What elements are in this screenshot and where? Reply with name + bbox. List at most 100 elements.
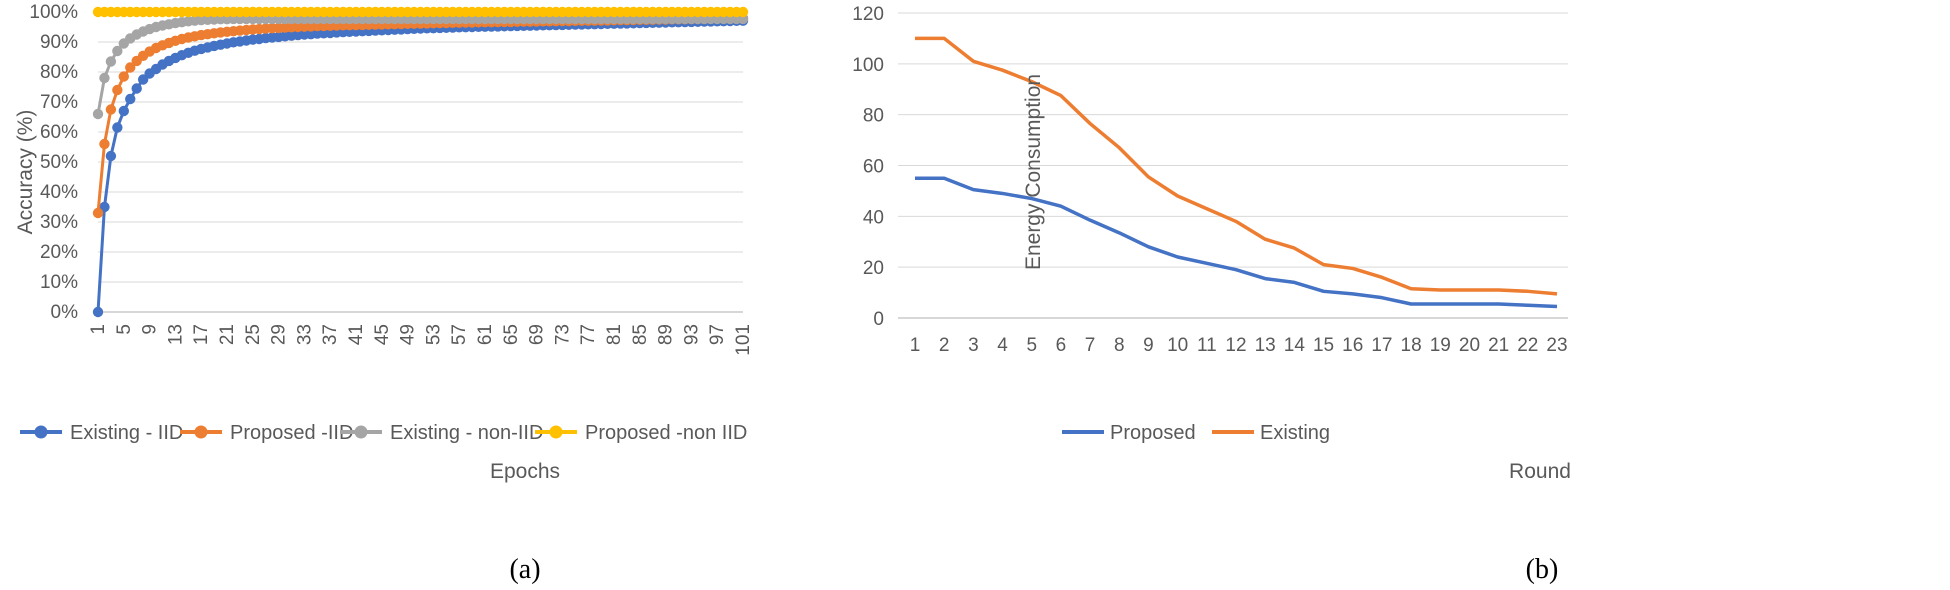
chart-b-x-tick-label: 18: [1401, 335, 1422, 356]
chart-b-x-axis-title: Round: [1509, 460, 1571, 483]
chart-b-x-tick-label: 23: [1546, 335, 1567, 356]
chart-a-y-tick-label: 100%: [29, 2, 78, 23]
chart-a-point-proposed-iid: [112, 84, 123, 96]
chart-a-x-tick-label: 45: [372, 324, 393, 345]
chart-a-y-tick-label: 50%: [40, 152, 78, 173]
chart-a-legend-label: Proposed -IID: [230, 422, 353, 444]
chart-b-x-tick-label: 17: [1371, 335, 1392, 356]
chart-a-point-proposed-iid: [99, 138, 110, 150]
chart-a-x-tick-label: 1: [88, 324, 109, 335]
chart-a-x-tick-label: 89: [656, 324, 677, 345]
chart-b-x-tick-label: 4: [997, 335, 1008, 356]
chart-b-y-tick-label: 80: [863, 106, 884, 127]
chart-b-y-ticks: 0 20 40 60 80 100 120: [852, 4, 884, 330]
chart-a-legend-label: Existing - IID: [70, 422, 183, 444]
chart-b-x-tick-label: 13: [1255, 335, 1276, 356]
chart-a-point-existing-non-iid: [105, 56, 117, 67]
chart-a-y-ticks: 0% 10% 20% 30% 40% 50% 60% 70% 80% 90% 100%: [29, 2, 78, 323]
chart-a-x-tick-label: 53: [423, 324, 444, 345]
chart-a-y-tick-label: 70%: [40, 92, 78, 113]
chart-a-point-existing-non-iid: [112, 45, 123, 57]
chart-b-x-tick-label: 7: [1085, 335, 1096, 356]
chart-b-x-tick-label: 5: [1026, 335, 1037, 356]
chart-b-y-tick-label: 40: [863, 207, 884, 228]
chart-a-legend-marker-proposed-iid: [194, 425, 208, 439]
chart-b-x-tick-label: 8: [1114, 335, 1125, 356]
chart-a-x-ticks: 1 5 9 13 17 21 25 29 33 37 41 45 49 53 57 61 65 69 73 77 81 8…: [88, 324, 754, 356]
chart-b-x-tick-label: 16: [1342, 335, 1363, 356]
chart-a-legend-marker-proposed-non-iid: [549, 425, 563, 439]
chart-b-legend-label: Existing: [1260, 422, 1330, 444]
chart-a-legend-label: Proposed -non IID: [585, 422, 747, 444]
chart-a-point-existing-iid: [92, 306, 104, 318]
chart-b-series-line-proposed: [915, 176, 1558, 309]
chart-a-x-tick-label: 81: [604, 324, 625, 345]
chart-a: 0%10%20%30%40%50%60%70%80%90%100% 1 5 9 13 1…: [14, 2, 754, 585]
chart-a-series: [92, 6, 749, 318]
chart-a-x-tick-label: 41: [346, 324, 367, 345]
chart-a-point-proposed-iid: [118, 71, 129, 82]
chart-a-x-tick-label: 65: [501, 324, 522, 345]
chart-b-y-tick-label: 120: [852, 4, 884, 25]
chart-a-x-tick-label: 5: [114, 324, 135, 335]
chart-a-point-proposed-iid: [105, 104, 117, 115]
chart-a-x-tick-label: 25: [243, 324, 264, 345]
chart-a-grid: [98, 11, 743, 313]
chart-a-y-tick-label: 90%: [40, 32, 78, 53]
chart-a-y-tick-label: 80%: [40, 62, 78, 83]
chart-a-point-existing-non-iid: [99, 72, 110, 84]
chart-b-series-line-existing: [915, 36, 1558, 296]
chart-b-x-tick-label: 9: [1143, 335, 1154, 356]
chart-a-legend-marker-existing-iid: [34, 425, 48, 439]
chart-b-y-tick-label: 20: [863, 258, 884, 279]
chart-a-point-existing-iid: [131, 83, 142, 94]
chart-a-x-tick-label: 13: [165, 324, 186, 345]
chart-b-x-tick-label: 12: [1225, 335, 1246, 356]
chart-b-grid: [898, 12, 1568, 319]
caption-a: (a): [509, 554, 540, 585]
chart-a-x-axis-title: Epochs: [490, 460, 560, 483]
chart-b-legend-label: Proposed: [1110, 422, 1196, 444]
chart-a-x-tick-label: 57: [449, 324, 470, 345]
chart-b-series: [915, 36, 1558, 309]
chart-a-y-axis-title: Accuracy (%): [14, 110, 37, 235]
chart-b-x-tick-label: 14: [1284, 335, 1306, 356]
chart-a-series-line-existing-iid: [96, 19, 744, 313]
chart-a-point-proposed-iid: [125, 62, 136, 73]
chart-a-x-tick-label: 29: [269, 324, 290, 345]
chart-b-x-tick-label: 10: [1167, 335, 1188, 356]
chart-a-x-tick-label: 85: [630, 324, 651, 345]
chart-a-y-tick-label: 0%: [51, 302, 79, 323]
chart-a-y-tick-label: 40%: [40, 182, 78, 203]
chart-a-x-tick-label: 73: [552, 324, 573, 345]
chart-b-y-tick-label: 0: [873, 309, 884, 330]
chart-a-x-tick-label: 61: [475, 324, 496, 345]
chart-a-point-existing-iid: [125, 93, 136, 105]
chart-b-x-tick-label: 21: [1488, 335, 1509, 356]
chart-a-x-tick-label: 9: [140, 324, 161, 335]
chart-b-y-axis-title: Energy Consumption: [1022, 74, 1045, 270]
chart-b-x-tick-label: 22: [1517, 335, 1538, 356]
chart-b-x-tick-label: 6: [1056, 335, 1067, 356]
chart-a-x-tick-label: 17: [191, 324, 212, 345]
chart-a-point-proposed-iid: [92, 207, 104, 219]
chart-a-x-tick-label: 49: [398, 324, 419, 345]
chart-a-point-existing-non-iid: [92, 108, 104, 120]
chart-a-y-tick-label: 60%: [40, 122, 78, 143]
chart-b-x-tick-label: 19: [1430, 335, 1451, 356]
chart-a-x-tick-label: 33: [294, 324, 315, 345]
chart-a-x-tick-label: 37: [320, 324, 341, 345]
chart-b-y-tick-label: 60: [863, 157, 884, 178]
chart-b-y-tick-label: 100: [852, 55, 884, 76]
chart-a-point-existing-iid: [118, 105, 129, 117]
chart-b-x-tick-label: 15: [1313, 335, 1334, 356]
chart-a-point-proposed-non-iid: [737, 6, 749, 18]
chart-a-x-tick-label: 97: [707, 324, 728, 345]
chart-b-x-tick-label: 2: [939, 335, 950, 356]
chart-b-x-tick-label: 11: [1197, 335, 1217, 356]
chart-a-x-tick-label: 93: [681, 324, 702, 345]
chart-a-point-existing-iid: [112, 122, 123, 133]
chart-a-legend: Existing - IID Proposed -IID Existing - no…: [20, 422, 747, 444]
